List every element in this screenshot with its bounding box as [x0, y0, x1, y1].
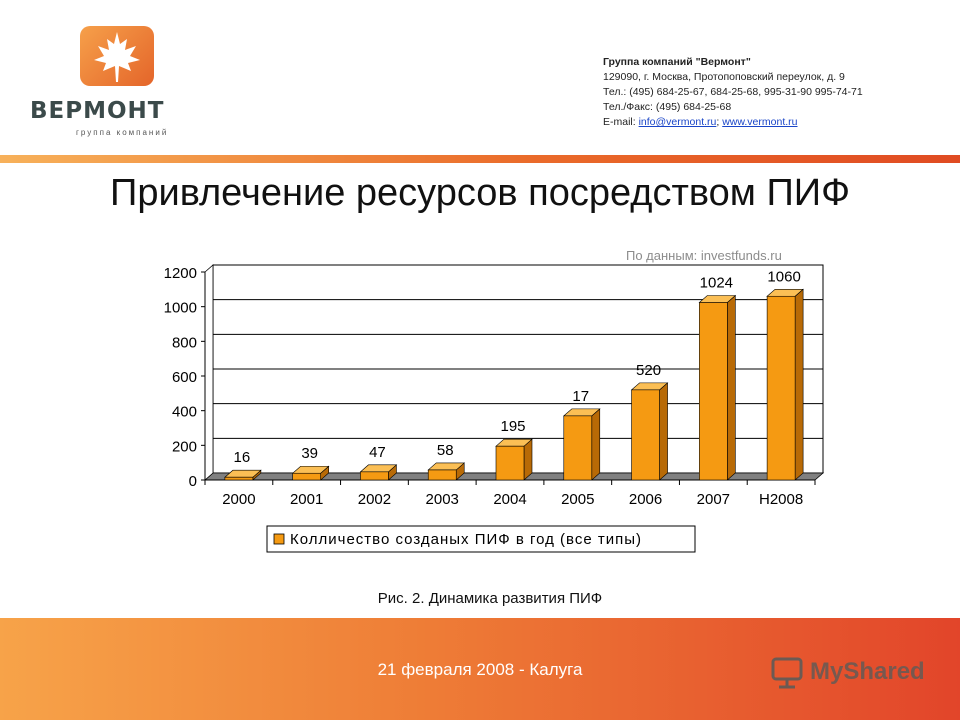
x-tick-label: 2003 — [426, 491, 459, 508]
y-tick-label: 800 — [172, 334, 197, 351]
data-label: 17 — [572, 388, 589, 405]
data-label: 195 — [500, 418, 525, 435]
watermark: MyShared — [770, 656, 940, 692]
bar — [292, 472, 321, 481]
data-label: 16 — [234, 449, 251, 466]
footer-date: 21 февраля 2008 - Калуга — [377, 660, 583, 679]
email-link[interactable]: info@vermont.ru — [638, 116, 717, 128]
data-label: 1024 — [700, 275, 733, 292]
bar — [495, 445, 525, 481]
legend-swatch — [273, 533, 285, 545]
y-tick-label: 600 — [172, 369, 197, 386]
website-link[interactable]: www.vermont.ru — [722, 116, 798, 128]
x-tick-label: 2002 — [358, 491, 391, 508]
bar — [360, 471, 389, 481]
data-label: 39 — [301, 445, 318, 462]
bar-side — [794, 288, 804, 481]
bar-chart: 0 200 400 600 800 1000 1200 16 2000 39 2001 47 2002 5… — [164, 264, 825, 553]
y-tick-label: 1200 — [164, 265, 197, 282]
data-source: По данным: investfunds.ru — [626, 248, 782, 263]
legend-box — [266, 525, 696, 553]
bar — [699, 302, 728, 481]
presentation-icon — [771, 657, 803, 689]
y-tick-label: 0 — [189, 473, 197, 490]
bar — [766, 295, 796, 481]
bar-side — [591, 408, 601, 481]
watermark-text: MyShared — [810, 658, 925, 685]
data-label: 47 — [369, 444, 386, 461]
bar — [427, 469, 457, 481]
x-tick-label: 2005 — [561, 491, 594, 508]
data-label: 1060 — [767, 268, 800, 285]
x-tick-label: 2007 — [697, 491, 730, 508]
company-name: Группа компаний "Вермонт" — [603, 56, 751, 68]
bar-side — [659, 382, 668, 481]
chart-side-wall — [204, 264, 214, 481]
figure-caption: Рис. 2. Динамика развития ПИФ — [377, 590, 603, 607]
company-email-line: E-mail: info@vermont.ru; www.vermont.ru — [603, 115, 863, 130]
maple-leaf-logo-icon — [80, 26, 154, 86]
x-tick-label: 2006 — [629, 491, 662, 508]
logo-subtitle: группа компаний — [76, 128, 169, 137]
email-label: E-mail: — [603, 116, 639, 128]
bar-side — [727, 294, 736, 481]
bar — [563, 415, 593, 481]
slide-title: Привлечение ресурсов посредством ПИФ — [110, 172, 850, 214]
x-tick-label: 2000 — [222, 491, 255, 508]
logo-name: ВЕРМОНТ — [30, 98, 165, 124]
company-fax: Тел./Факс: (495) 684-25-68 — [603, 101, 732, 113]
x-tick-label: 2004 — [493, 491, 526, 508]
bar — [224, 476, 254, 481]
y-tick-label: 400 — [172, 404, 197, 421]
y-tick-label: 1000 — [164, 300, 197, 317]
data-label: 58 — [437, 442, 454, 459]
x-tick-label: Н2008 — [759, 491, 803, 508]
contact-info: Группа компаний "Вермонт" 129090, г. Мос… — [603, 55, 863, 130]
x-tick-label: 2001 — [290, 491, 323, 508]
y-tick-label: 200 — [172, 438, 197, 455]
legend-label: Колличество созданых ПИФ в год (все типы… — [290, 531, 642, 548]
link-separator: ; — [716, 116, 723, 128]
company-address: 129090, г. Москва, Протопоповский переул… — [603, 71, 845, 83]
company-logo: ВЕРМОНТ группа компаний — [30, 24, 205, 144]
bar — [631, 389, 660, 481]
header-band — [0, 155, 960, 163]
company-phones: Тел.: (495) 684-25-67, 684-25-68, 995-31… — [603, 86, 863, 98]
data-label: 520 — [636, 362, 661, 379]
